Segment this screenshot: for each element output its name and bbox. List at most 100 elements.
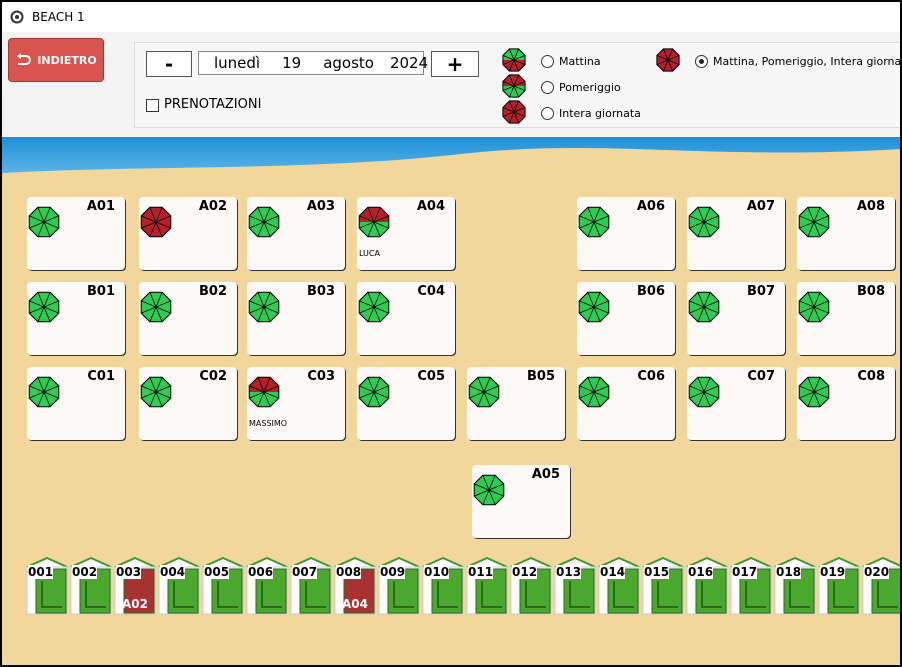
- cabin[interactable]: 016: [686, 557, 728, 615]
- back-button[interactable]: INDIETRO: [8, 38, 104, 82]
- umbrella-spoke: [593, 385, 609, 393]
- year: 2024: [389, 54, 429, 72]
- beach-spot[interactable]: A07: [687, 197, 785, 270]
- beach-spot[interactable]: C08: [797, 367, 895, 440]
- spot-label: A06: [636, 199, 665, 214]
- beach-spot[interactable]: A06: [577, 197, 675, 270]
- spot-label: A02: [198, 199, 227, 214]
- bookings-checkbox[interactable]: [146, 99, 159, 112]
- umbrella-bottom: [141, 222, 171, 237]
- cabin[interactable]: 018: [774, 557, 816, 615]
- cabin[interactable]: 006: [246, 557, 288, 615]
- umbrella-spoke: [799, 215, 815, 223]
- umbrella: [248, 291, 280, 323]
- umbrella-top: [502, 100, 526, 112]
- umbrella-bottom: [359, 307, 389, 322]
- radio[interactable]: [541, 107, 554, 120]
- beach-spot[interactable]: B07: [687, 282, 785, 355]
- beach-spot[interactable]: C01: [27, 367, 125, 440]
- radio[interactable]: [695, 55, 708, 68]
- umbrella-top: [579, 207, 609, 222]
- legend-label: Mattina: [559, 55, 601, 68]
- plus-button[interactable]: +: [431, 51, 479, 77]
- umbrella-spoke: [807, 292, 815, 308]
- cabin[interactable]: 007: [290, 557, 332, 615]
- spot-label: C03: [307, 369, 335, 384]
- umbrella: [502, 48, 526, 72]
- umbrella-spoke: [513, 107, 526, 113]
- umbrella-spoke: [373, 306, 389, 314]
- beach-spot[interactable]: A08: [797, 197, 895, 270]
- beach-spot[interactable]: B02: [139, 282, 237, 355]
- cabin[interactable]: 012: [510, 557, 552, 615]
- umbrella-spoke: [263, 221, 271, 237]
- date-picker[interactable]: lunedì 19 agosto 2024: [198, 51, 428, 75]
- beach-spot[interactable]: A02: [139, 197, 237, 270]
- cabin[interactable]: 002: [70, 557, 112, 615]
- umbrella-spoke: [513, 111, 526, 117]
- umbrella-bottom: [502, 86, 526, 98]
- customer-name: LUCA: [359, 249, 380, 258]
- beach-spot[interactable]: A04 LUCA: [357, 197, 455, 270]
- umbrella-spoke: [813, 306, 829, 314]
- cabin[interactable]: 001: [26, 557, 68, 615]
- cabin[interactable]: 003 A02: [114, 557, 156, 615]
- umbrella-spoke: [483, 391, 491, 407]
- radio[interactable]: [541, 81, 554, 94]
- beach-spot[interactable]: B08: [797, 282, 895, 355]
- umbrella-spoke: [263, 215, 279, 223]
- umbrella-spoke: [813, 221, 829, 229]
- cabin[interactable]: 008 A04: [334, 557, 376, 615]
- umbrella-spoke: [359, 385, 375, 393]
- beach-spot[interactable]: A03: [247, 197, 345, 270]
- beach-spot[interactable]: C04: [357, 282, 455, 355]
- umbrella-spoke: [593, 306, 609, 314]
- umbrella-spoke: [43, 377, 51, 393]
- cabin[interactable]: 010: [422, 557, 464, 615]
- umbrella-top: [249, 207, 279, 222]
- cabin[interactable]: 014: [598, 557, 640, 615]
- umbrella-spoke: [263, 300, 279, 308]
- cabin[interactable]: 020: [862, 557, 900, 615]
- umbrella-spoke: [689, 385, 705, 393]
- beach-spot[interactable]: B06: [577, 282, 675, 355]
- radio[interactable]: [541, 55, 554, 68]
- cabin[interactable]: 013: [554, 557, 596, 615]
- umbrella-spoke: [373, 306, 381, 322]
- beach-spot[interactable]: C07: [687, 367, 785, 440]
- beach-spot[interactable]: A01: [27, 197, 125, 270]
- cabin[interactable]: 015: [642, 557, 684, 615]
- umbrella-spoke: [689, 215, 705, 223]
- beach-spot[interactable]: A05: [472, 465, 570, 538]
- umbrella-spoke: [29, 215, 45, 223]
- cabin[interactable]: 009: [378, 557, 420, 615]
- umbrella-spoke: [593, 221, 609, 229]
- cabin[interactable]: 019: [818, 557, 860, 615]
- umbrella: [578, 376, 610, 408]
- beach-spot[interactable]: B05: [467, 367, 565, 440]
- beach-spot[interactable]: B03: [247, 282, 345, 355]
- umbrella-spoke: [593, 221, 601, 237]
- umbrella-spoke: [43, 391, 59, 399]
- cabin[interactable]: 017: [730, 557, 772, 615]
- beach-spot[interactable]: C06: [577, 367, 675, 440]
- beach-spot[interactable]: C03 MASSIMO: [247, 367, 345, 440]
- cabin[interactable]: 004: [158, 557, 200, 615]
- umbrella-bottom: [29, 307, 59, 322]
- umbrella-spoke: [359, 391, 375, 399]
- beach-spot[interactable]: C02: [139, 367, 237, 440]
- umbrella-spoke: [593, 391, 609, 399]
- cabin[interactable]: 011: [466, 557, 508, 615]
- umbrella-spoke: [579, 215, 595, 223]
- umbrella-top: [29, 292, 59, 307]
- umbrella: [502, 74, 526, 98]
- umbrella-spoke: [703, 215, 719, 223]
- umbrella-spoke: [43, 221, 51, 237]
- beach-spot[interactable]: B01: [27, 282, 125, 355]
- umbrella: [358, 376, 390, 408]
- cabin[interactable]: 005: [202, 557, 244, 615]
- beach-spot[interactable]: C05: [357, 367, 455, 440]
- umbrella-bottom: [799, 222, 829, 237]
- minus-button[interactable]: -: [146, 51, 192, 77]
- umbrella-spoke: [249, 221, 265, 229]
